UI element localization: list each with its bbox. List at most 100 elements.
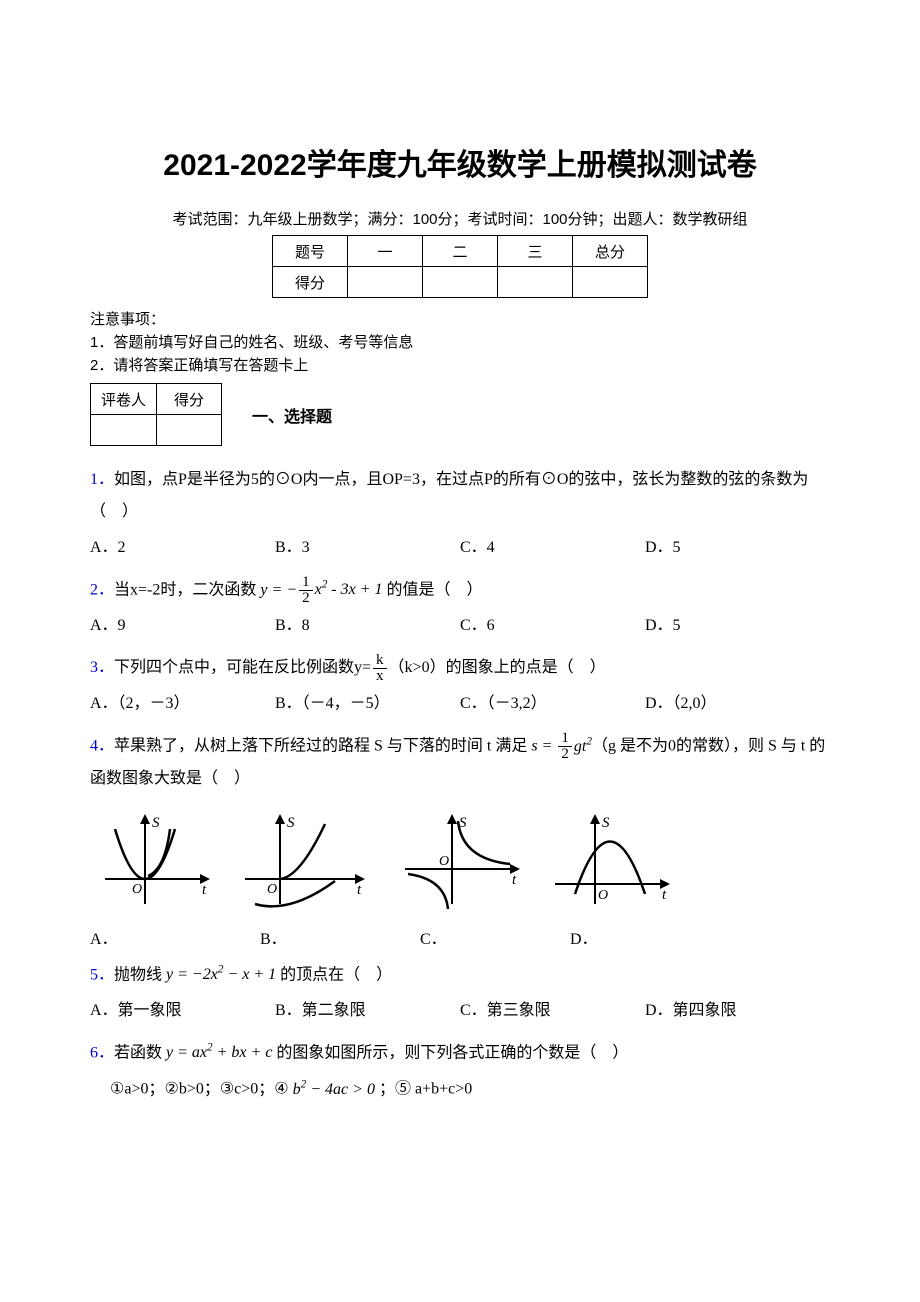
q4-options: A． B． C． D． xyxy=(90,925,830,949)
grader-empty xyxy=(157,415,222,446)
q2-math2: x2 - 3x + 1 xyxy=(315,581,383,598)
q3-opt-a: A．（2，－3） xyxy=(90,688,275,720)
q1-opt-c: C．4 xyxy=(460,532,645,564)
svg-text:t: t xyxy=(202,882,207,898)
q2-opt-a: A．9 xyxy=(90,610,275,642)
q5-opt-b: B．第二象限 xyxy=(275,995,460,1027)
exam-page: 2021-2022学年度九年级数学上册模拟测试卷 考试范围：九年级上册数学；满分… xyxy=(0,0,920,1302)
q4-frac: 12 xyxy=(558,731,572,762)
score-cell xyxy=(498,267,573,298)
q3-num: 3． xyxy=(90,659,114,676)
q2-opt-c: C．6 xyxy=(460,610,645,642)
q2-options: A．9 B．8 C．6 D．5 xyxy=(90,610,830,642)
q4-opt-d: D． xyxy=(540,925,690,949)
q5-post: 的顶点在（ ） xyxy=(276,966,392,983)
q1-opt-a: A．2 xyxy=(90,532,275,564)
q1-options: A．2 B．3 C．4 D．5 xyxy=(90,532,830,564)
q5-opt-d: D．第四象限 xyxy=(645,995,830,1027)
q6-pre: 若函数 xyxy=(114,1044,166,1061)
q5-options: A．第一象限 B．第二象限 C．第三象限 D．第四象限 xyxy=(90,995,830,1027)
q2-pre: 当x=-2时，二次函数 xyxy=(114,581,260,598)
svg-text:O: O xyxy=(132,882,142,897)
q4-opt-c: C． xyxy=(420,925,540,949)
q3-opt-c: C．（－3,2） xyxy=(460,688,645,720)
score-header-cell: 三 xyxy=(498,236,573,267)
question-4: 4．苹果熟了，从树上落下所经过的路程 S 与下落的时间 t 满足 s = 12g… xyxy=(90,730,830,794)
svg-text:O: O xyxy=(439,854,449,869)
q4-graph-d-icon: S t O xyxy=(540,809,680,919)
q4-math2: gt2 xyxy=(574,738,592,755)
score-table-header: 题号 一 二 三 总分 xyxy=(273,236,648,267)
q4-graph-b-icon: S t O xyxy=(230,809,380,919)
score-header-cell: 题号 xyxy=(273,236,348,267)
q4-opt-a: A． xyxy=(90,925,220,949)
q1-opt-d: D．5 xyxy=(645,532,830,564)
svg-text:t: t xyxy=(512,872,517,888)
notice-line-2: 2．请将答案正确填写在答题卡上 xyxy=(90,354,830,375)
notice-line-1: 1．答题前填写好自己的姓名、班级、考号等信息 xyxy=(90,331,830,352)
q3-post: （k>0）的图象上的点是（ ） xyxy=(389,659,606,676)
q5-opt-c: C．第三象限 xyxy=(460,995,645,1027)
q2-num: 2． xyxy=(90,581,114,598)
score-table-row: 得分 xyxy=(273,267,648,298)
svg-text:S: S xyxy=(602,815,610,831)
question-5: 5．抛物线 y = −2x2 − x + 1 的顶点在（ ） xyxy=(90,959,830,991)
q1-text: 如图，点P是半径为5的⊙O内一点，且OP=3，在过点P的所有⊙O的弦中，弦长为整… xyxy=(90,471,808,520)
q4-pre: 苹果熟了，从树上落下所经过的路程 S 与下落的时间 t 满足 xyxy=(114,738,531,755)
q4-math: s = xyxy=(531,738,556,755)
grader-row: 评卷人 得分 一、选择题 xyxy=(90,383,830,446)
q4-graph-c-icon: S t O xyxy=(390,809,530,919)
section-1-title: 一、选择题 xyxy=(252,403,332,427)
q2-opt-b: B．8 xyxy=(275,610,460,642)
grader-table: 评卷人 得分 xyxy=(90,383,222,446)
score-header-cell: 二 xyxy=(423,236,498,267)
q2-frac: 12 xyxy=(299,575,313,606)
q4-num: 4． xyxy=(90,738,114,755)
score-cell xyxy=(423,267,498,298)
q4-graph-a-icon: S t O xyxy=(90,809,220,919)
q5-pre: 抛物线 xyxy=(114,966,166,983)
q6-conditions: ①a>0；②b>0；③c>0；④ b2 − 4ac > 0 ；⑤ a+b+c>0 xyxy=(90,1073,830,1105)
svg-text:t: t xyxy=(662,887,667,903)
q2-post: 的值是（ ） xyxy=(383,581,483,598)
score-cell xyxy=(573,267,648,298)
question-2: 2．当x=-2时，二次函数 y = −12x2 - 3x + 1 的值是（ ） xyxy=(90,574,830,606)
q2-opt-d: D．5 xyxy=(645,610,830,642)
q6-num: 6． xyxy=(90,1044,114,1061)
q4-opt-b: B． xyxy=(220,925,420,949)
question-1: 1．如图，点P是半径为5的⊙O内一点，且OP=3，在过点P的所有⊙O的弦中，弦长… xyxy=(90,464,830,528)
svg-text:S: S xyxy=(152,815,160,831)
q5-opt-a: A．第一象限 xyxy=(90,995,275,1027)
svg-text:O: O xyxy=(598,888,608,903)
q5-math: y = −2x2 − x + 1 xyxy=(166,966,276,983)
q1-num: 1． xyxy=(90,471,114,488)
grader-col2: 得分 xyxy=(157,384,222,415)
q2-math: y = − xyxy=(260,581,297,598)
notice-title: 注意事项： xyxy=(90,308,830,329)
q3-opt-d: D．（2,0） xyxy=(645,688,830,720)
q3-opt-b: B．（－4，－5） xyxy=(275,688,460,720)
q6-post: 的图象如图所示，则下列各式正确的个数是（ ） xyxy=(272,1044,628,1061)
grader-empty xyxy=(91,415,157,446)
score-header-cell: 一 xyxy=(348,236,423,267)
question-3: 3．下列四个点中，可能在反比例函数y=kx（k>0）的图象上的点是（ ） xyxy=(90,652,830,684)
q3-options: A．（2，－3） B．（－4，－5） C．（－3,2） D．（2,0） xyxy=(90,688,830,720)
q4-graph-row: S t O S t O S t O xyxy=(90,809,830,919)
q6-conds-text: ①a>0；②b>0；③c>0；④ b2 − 4ac > 0 ；⑤ a+b+c>0 xyxy=(110,1081,472,1098)
score-table: 题号 一 二 三 总分 得分 xyxy=(272,235,648,298)
page-title: 2021-2022学年度九年级数学上册模拟测试卷 xyxy=(90,140,830,184)
q6-math: y = ax2 + bx + c xyxy=(166,1044,272,1061)
q3-frac: kx xyxy=(373,653,387,684)
score-cell xyxy=(348,267,423,298)
score-header-cell: 总分 xyxy=(573,236,648,267)
svg-text:S: S xyxy=(287,815,295,831)
q5-num: 5． xyxy=(90,966,114,983)
q3-pre: 下列四个点中，可能在反比例函数y= xyxy=(114,659,371,676)
question-6: 6．若函数 y = ax2 + bx + c 的图象如图所示，则下列各式正确的个… xyxy=(90,1037,830,1069)
q1-opt-b: B．3 xyxy=(275,532,460,564)
svg-text:O: O xyxy=(267,882,277,897)
svg-text:t: t xyxy=(357,882,362,898)
exam-info: 考试范围：九年级上册数学；满分：100分；考试时间：100分钟；出题人：数学教研… xyxy=(90,208,830,229)
grader-col1: 评卷人 xyxy=(91,384,157,415)
score-row-label: 得分 xyxy=(273,267,348,298)
